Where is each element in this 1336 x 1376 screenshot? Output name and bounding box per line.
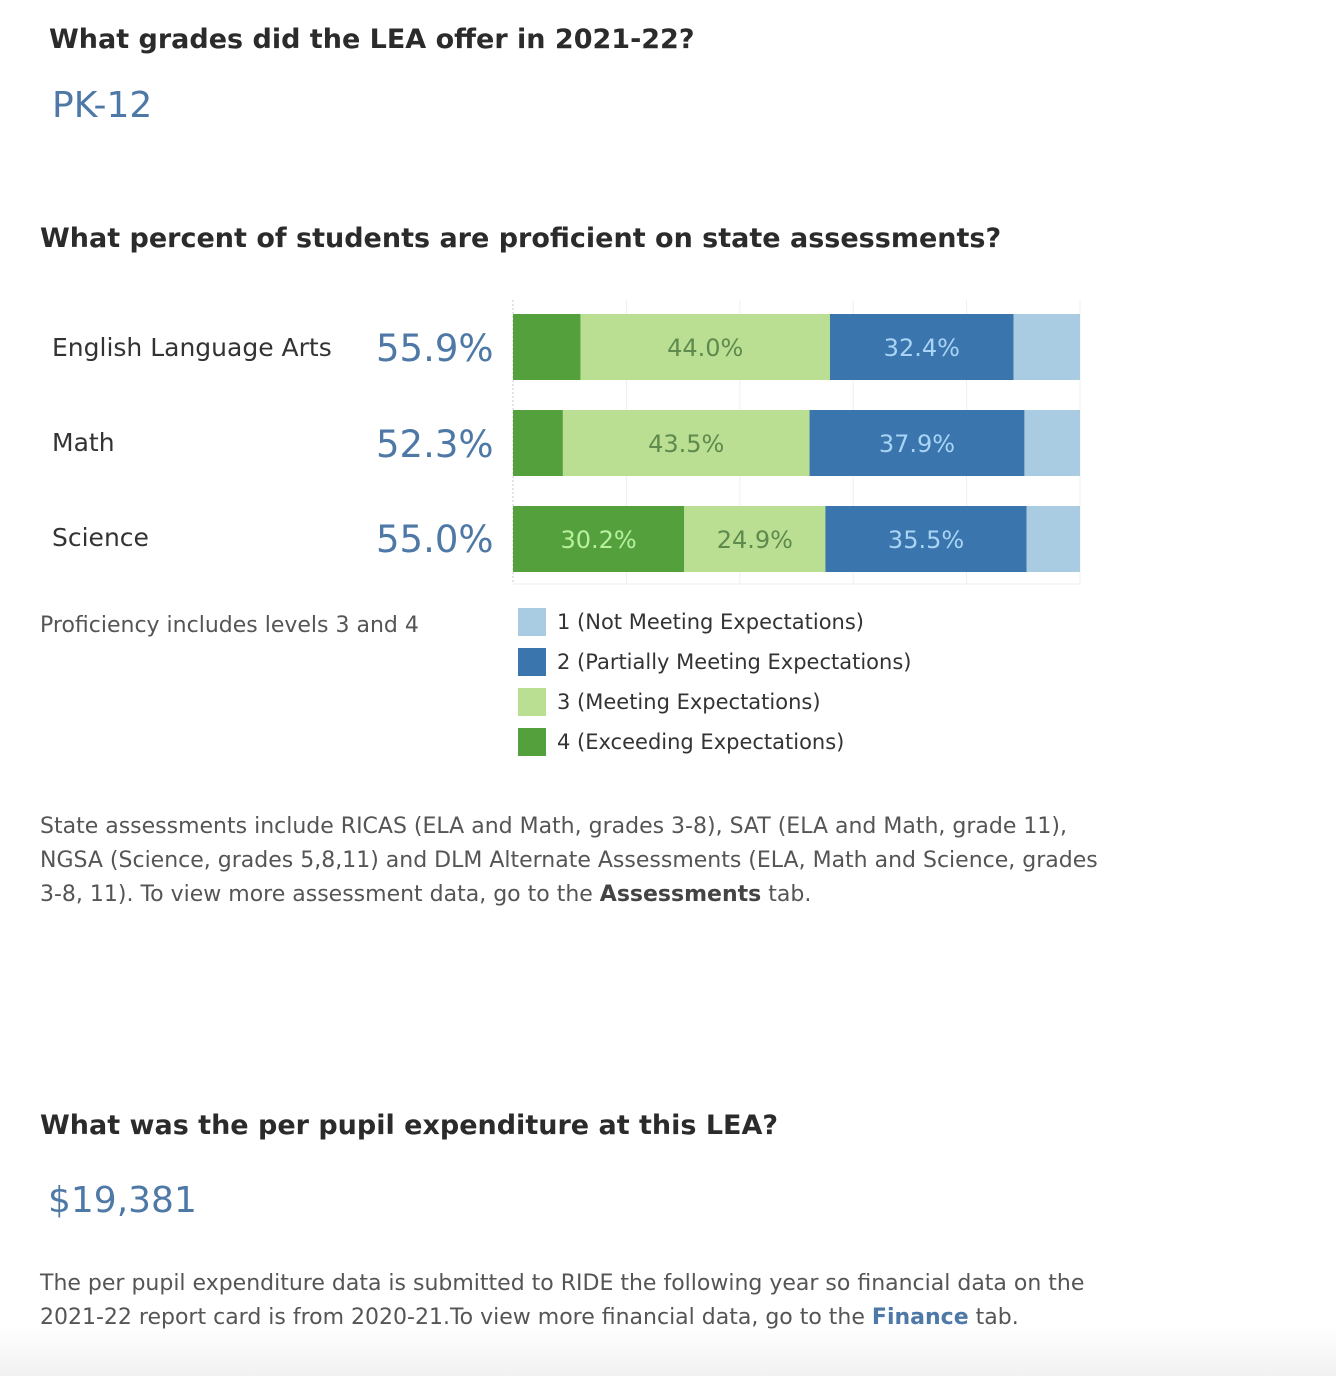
legend-label-level-1: 1 (Not Meeting Expectations) [557, 610, 864, 634]
bar-segment-level-1-english-language-arts[interactable] [1013, 314, 1080, 380]
bar-segment-level-4-english-language-arts[interactable] [513, 314, 581, 380]
expenditure-note-end: tab. [968, 1305, 1019, 1330]
grades-value: PK-12 [52, 85, 153, 126]
bar-segment-level-1-math[interactable] [1024, 410, 1080, 476]
legend-label-level-4: 4 (Exceeding Expectations) [557, 730, 845, 754]
legend-item-level-2: 2 (Partially Meeting Expectations) [518, 648, 911, 676]
expenditure-note-text: The per pupil expenditure data is submit… [40, 1271, 1085, 1330]
expenditure-note: The per pupil expenditure data is submit… [40, 1267, 1100, 1335]
row-label-math: Math [52, 428, 115, 457]
legend-swatch-level-3 [518, 688, 546, 716]
row-proficient-math: 52.3% [376, 423, 494, 466]
legend-item-level-1: 1 (Not Meeting Expectations) [518, 608, 864, 636]
legend-label-level-2: 2 (Partially Meeting Expectations) [557, 650, 912, 674]
bar-segment-level-4-math[interactable] [513, 410, 563, 476]
row-label-ela: English Language Arts [52, 333, 332, 362]
proficiency-footnote: Proficiency includes levels 3 and 4 [40, 613, 419, 638]
bar-segment-level-4-science[interactable] [513, 506, 685, 572]
bar-segment-level-1-science[interactable] [1026, 506, 1080, 572]
expenditure-question: What was the per pupil expenditure at th… [40, 1110, 779, 1141]
assessments-note: State assessments include RICAS (ELA and… [40, 810, 1100, 912]
legend-swatch-level-2 [518, 648, 546, 676]
assessments-tab-reference: Assessments [599, 882, 762, 907]
bar-data-label: 32.4% [884, 334, 960, 362]
bar-data-label: 30.2% [560, 526, 636, 554]
proficiency-stacked-bar-chart: 44.0% 32.4% 43.5% 37.9% 30.2% 24.9% 35.5% [512, 300, 1081, 585]
bar-data-label: 24.9% [717, 526, 793, 554]
expenditure-value: $19,381 [48, 1180, 197, 1221]
assessments-note-end: tab. [761, 882, 812, 907]
legend-swatch-level-4 [518, 728, 546, 756]
row-proficient-science: 55.0% [376, 518, 494, 561]
bottom-shadow [0, 1326, 1336, 1376]
legend-label-level-3: 3 (Meeting Expectations) [557, 690, 821, 714]
assessments-note-text: State assessments include RICAS (ELA and… [40, 814, 1098, 907]
bar-data-label: 43.5% [648, 430, 724, 458]
row-label-science: Science [52, 523, 149, 552]
bar-segment-level-3-english-language-arts[interactable] [580, 314, 830, 380]
row-proficient-ela: 55.9% [376, 327, 494, 370]
bar-segment-level-2-english-language-arts[interactable] [829, 314, 1014, 380]
finance-tab-link[interactable]: Finance [871, 1305, 969, 1330]
legend-item-level-4: 4 (Exceeding Expectations) [518, 728, 844, 756]
grades-question: What grades did the LEA offer in 2021-22… [49, 24, 695, 55]
bar-segment-level-2-math[interactable] [809, 410, 1025, 476]
legend-item-level-3: 3 (Meeting Expectations) [518, 688, 821, 716]
bar-segment-level-2-science[interactable] [825, 506, 1027, 572]
bar-segment-level-3-math[interactable] [562, 410, 810, 476]
proficiency-question: What percent of students are proficient … [40, 223, 1002, 254]
bar-data-label: 35.5% [888, 526, 964, 554]
legend-swatch-level-1 [518, 608, 546, 636]
bar-data-label: 44.0% [667, 334, 743, 362]
bar-data-label: 37.9% [879, 430, 955, 458]
bar-segment-level-3-science[interactable] [684, 506, 826, 572]
